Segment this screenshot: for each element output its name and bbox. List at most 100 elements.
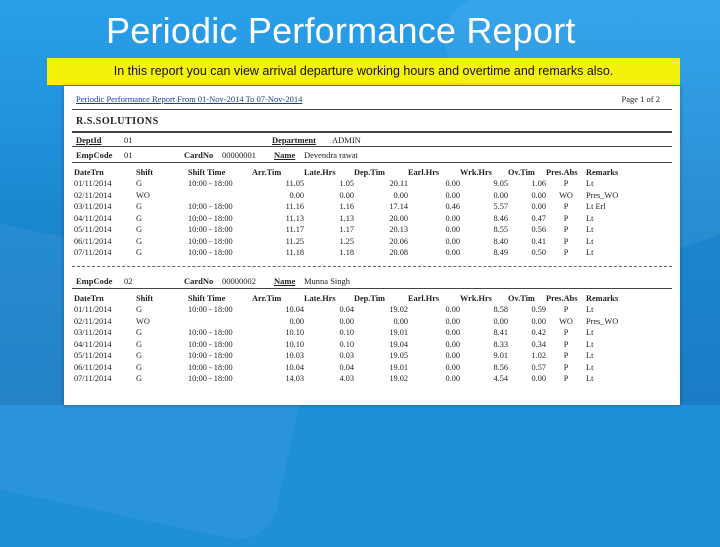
- column-header-date: DateTrn: [74, 167, 104, 177]
- cell-date: 05/11/2014: [74, 225, 112, 235]
- cell-presence: P: [563, 225, 569, 235]
- cell-shift: G: [136, 305, 142, 315]
- cell-overtime: 0.47: [531, 213, 546, 223]
- cell-work-hours: 8.58: [493, 305, 508, 315]
- column-header-departure: Dep.Tim: [354, 293, 385, 303]
- cell-late-hours: 1.13: [339, 213, 354, 223]
- cell-early-hours: 0.00: [445, 248, 460, 258]
- cell-work-hours: 8.40: [493, 236, 508, 246]
- cell-remarks: Lt: [586, 351, 594, 361]
- cell-presence: P: [563, 374, 569, 384]
- cell-work-hours: 8.41: [493, 328, 508, 338]
- cell-work-hours: 9.05: [493, 179, 508, 189]
- cell-remarks: Lt: [586, 339, 594, 349]
- cell-overtime: 0.00: [531, 316, 546, 326]
- cell-early-hours: 0.00: [445, 339, 460, 349]
- cell-shift: G: [136, 202, 142, 212]
- cardno-label: CardNo: [184, 276, 214, 286]
- cell-date: 01/11/2014: [74, 305, 112, 315]
- cell-arrival: 0.00: [289, 190, 304, 200]
- cell-late-hours: 0.03: [339, 351, 354, 361]
- cardno-value: 00000001: [222, 150, 256, 160]
- name-label: Name: [274, 150, 296, 160]
- cell-overtime: 0.00: [531, 374, 546, 384]
- cell-shift: G: [136, 374, 142, 384]
- table-header-row: DateTrn Shift Shift Time Arr.Tim Late.Hrs Dep…: [74, 166, 626, 178]
- cell-overtime: 1.06: [531, 179, 546, 189]
- column-header-date: DateTrn: [74, 293, 104, 303]
- cell-late-hours: 0.00: [339, 316, 354, 326]
- cell-shift-time: [188, 316, 252, 328]
- cell-departure: 20.00: [389, 213, 408, 223]
- cell-departure: 19.05: [389, 351, 408, 361]
- cell-departure: 19.02: [389, 305, 408, 315]
- cell-shift-time: 10:00 - 18:00: [188, 374, 233, 384]
- table-row: 06/11/2014 G 10:00 - 18:00 10.04 0.04 19.01 0.…: [74, 362, 626, 374]
- column-header-work-hours: Wrk.Hrs: [460, 167, 492, 177]
- column-header-overtime: Ov.Tim: [508, 293, 535, 303]
- column-header-shift: Shift: [136, 293, 154, 303]
- table-row: 02/11/2014 WO 0.00 0.00 0.00 0.00 0.00 0.00 WO Pr…: [74, 190, 626, 202]
- cell-shift: G: [136, 248, 142, 258]
- cell-remarks: Pres_WO: [586, 190, 619, 200]
- column-header-presence: Pres.Abs: [546, 167, 578, 177]
- cell-late-hours: 0.04: [339, 305, 354, 315]
- cell-remarks: Lt: [586, 305, 594, 315]
- cell-work-hours: 8.33: [493, 339, 508, 349]
- cell-late-hours: 1.17: [339, 225, 354, 235]
- cell-presence: P: [563, 305, 569, 315]
- cell-presence: WO: [559, 190, 573, 200]
- column-header-shift: Shift: [136, 167, 154, 177]
- cell-date: 06/11/2014: [74, 236, 112, 246]
- table-row: 01/11/2014 G 10:00 - 18:00 11.05 1.05 20.11 0.…: [74, 178, 626, 190]
- cell-early-hours: 0.00: [445, 236, 460, 246]
- column-header-remarks: Remarks: [586, 167, 619, 177]
- cell-departure: 19.04: [389, 339, 408, 349]
- divider: [72, 146, 672, 147]
- cell-date: 02/11/2014: [74, 316, 112, 326]
- cell-shift-time: 10:00 - 18:00: [188, 362, 233, 372]
- table-row: 04/11/2014 G 10:00 - 18:00 11.13 1.13 20.00 0.…: [74, 213, 626, 225]
- cell-early-hours: 0.00: [445, 351, 460, 361]
- cell-late-hours: 0.10: [339, 339, 354, 349]
- cell-overtime: 0.56: [531, 225, 546, 235]
- empcode-label: EmpCode: [76, 276, 113, 286]
- cell-date: 04/11/2014: [74, 213, 112, 223]
- cell-shift-time: 10:00 - 18:00: [188, 213, 233, 223]
- name-value: Devendra rawat: [304, 150, 359, 160]
- column-header-work-hours: Wrk.Hrs: [460, 293, 492, 303]
- cell-shift-time: [188, 190, 252, 202]
- cell-late-hours: 4.03: [339, 374, 354, 384]
- table-row: 07/11/2014 G 10:00 - 18:00 14.03 4.03 19.02 0.…: [74, 373, 626, 385]
- cell-overtime: 0.41: [531, 236, 546, 246]
- cell-date: 06/11/2014: [74, 362, 112, 372]
- cell-presence: P: [563, 362, 569, 372]
- report-screenshot: Periodic Performance Report From 01-Nov-…: [64, 86, 680, 405]
- cell-overtime: 0.00: [531, 202, 546, 212]
- cell-presence: P: [563, 202, 569, 212]
- empcode-label: EmpCode: [76, 150, 113, 160]
- cell-date: 07/11/2014: [74, 374, 112, 384]
- cell-arrival: 11.05: [285, 179, 304, 189]
- cell-departure: 0.00: [393, 190, 408, 200]
- cell-arrival: 10.10: [285, 328, 304, 338]
- cell-early-hours: 0.00: [445, 362, 460, 372]
- cell-late-hours: 1.18: [339, 248, 354, 258]
- cell-presence: P: [563, 351, 569, 361]
- cell-remarks: Lt: [586, 236, 594, 246]
- cell-presence: P: [563, 328, 569, 338]
- cell-shift-time: 10:00 - 18:00: [188, 305, 233, 315]
- cardno-value: 00000002: [222, 276, 256, 286]
- cell-arrival: 10.04: [285, 305, 304, 315]
- cell-late-hours: 0.04: [339, 362, 354, 372]
- cell-shift: WO: [136, 190, 150, 200]
- cell-departure: 19.02: [389, 374, 408, 384]
- cell-departure: 19.01: [389, 328, 408, 338]
- name-value: Munna Singh: [304, 276, 351, 286]
- cell-departure: 20.13: [389, 225, 408, 235]
- cell-overtime: 1.02: [531, 351, 546, 361]
- cell-work-hours: 8.55: [493, 225, 508, 235]
- cell-shift: G: [136, 213, 142, 223]
- slide-subtitle: In this report you can view arrival depa…: [47, 58, 680, 85]
- cell-date: 03/11/2014: [74, 202, 112, 212]
